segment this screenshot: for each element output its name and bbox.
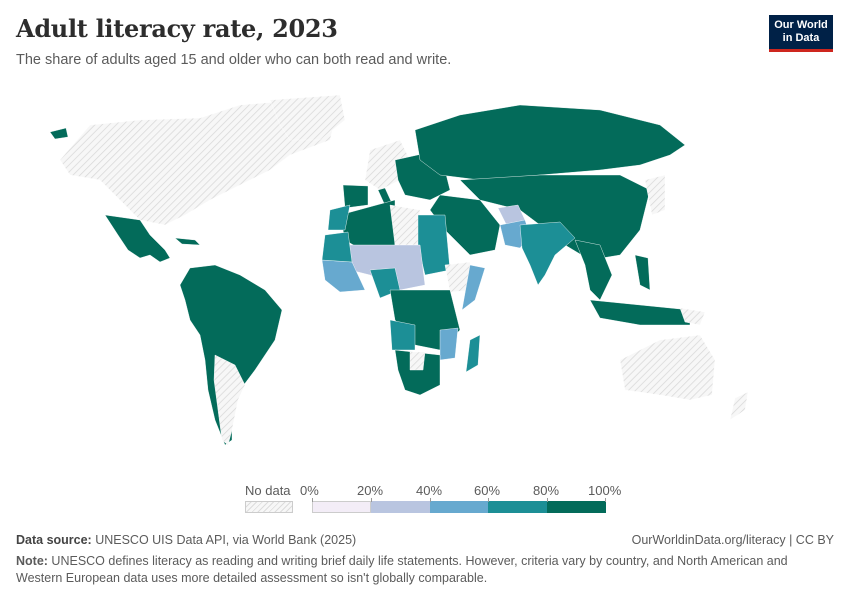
region-png <box>679 307 706 326</box>
region-madagascar <box>465 334 481 373</box>
legend-tick <box>605 498 606 502</box>
region-greenland <box>269 94 346 141</box>
legend-label-0: 0% <box>300 483 319 498</box>
world-map[interactable] <box>0 85 850 465</box>
region-japan <box>644 174 666 216</box>
legend-swatch-0-20[interactable] <box>312 501 371 513</box>
legend-tick <box>547 498 548 502</box>
region-libya <box>389 204 421 246</box>
legend-no-data-label: No data <box>245 483 291 498</box>
legend-label-20: 20% <box>357 483 384 498</box>
legend-swatch-40-60[interactable] <box>430 501 488 513</box>
legend-swatch-80-100[interactable] <box>547 501 606 513</box>
region-indonesia <box>589 299 691 326</box>
legend-swatch-20-40[interactable] <box>371 501 430 513</box>
region-somalia <box>461 264 486 311</box>
data-source: Data source: UNESCO UIS Data API, via Wo… <box>16 533 836 547</box>
region-morocco <box>327 204 351 231</box>
region-botswana <box>409 351 426 371</box>
legend-swatch-60-80[interactable] <box>488 501 547 513</box>
legend: No data 0% 20% 40% 60% 80% 100% <box>0 480 850 520</box>
region-southeast-asia <box>574 239 613 301</box>
region-middle-east <box>429 194 501 256</box>
note-text: UNESCO defines literacy as reading and w… <box>16 554 788 585</box>
chart-title: Adult literacy rate, 2023 <box>16 14 338 43</box>
region-alaska-island <box>49 127 69 140</box>
note: Note: UNESCO defines literacy as reading… <box>16 553 836 587</box>
logo-line-2: in Data <box>782 32 820 44</box>
note-label: Note: <box>16 554 48 568</box>
region-russia <box>414 104 686 181</box>
region-australia <box>619 334 716 401</box>
region-angola <box>389 319 416 351</box>
region-southern-africa <box>394 349 441 396</box>
region-philippines <box>634 254 651 291</box>
region-north-america <box>59 97 341 226</box>
region-mozambique <box>439 327 459 361</box>
region-spain <box>342 184 369 209</box>
owid-logo[interactable]: Our World in Data <box>769 15 833 52</box>
legend-tick <box>371 498 372 502</box>
legend-no-data-swatch[interactable] <box>245 501 293 513</box>
legend-label-40: 40% <box>416 483 443 498</box>
region-argentina <box>213 354 246 446</box>
legend-label-100: 100% <box>588 483 622 498</box>
region-mexico <box>104 214 171 263</box>
chart-subtitle: The share of adults aged 15 and older wh… <box>16 52 452 68</box>
region-india <box>519 221 576 286</box>
region-egypt-sudan <box>417 214 451 276</box>
legend-tick <box>430 498 431 502</box>
region-caribbean <box>174 237 201 246</box>
source-label: Data source: <box>16 533 92 547</box>
logo-line-1: Our World <box>774 19 828 31</box>
region-south-america <box>179 264 283 446</box>
legend-label-60: 60% <box>474 483 501 498</box>
legend-label-80: 80% <box>533 483 560 498</box>
source-text[interactable]: UNESCO UIS Data API, via World Bank (202… <box>91 533 357 547</box>
source-url-link[interactable]: OurWorldinData.org/literacy | CC BY <box>631 533 834 547</box>
legend-tick <box>488 498 489 502</box>
region-new-zealand <box>729 391 749 421</box>
region-mauritania <box>321 231 353 263</box>
legend-tick <box>312 498 313 502</box>
